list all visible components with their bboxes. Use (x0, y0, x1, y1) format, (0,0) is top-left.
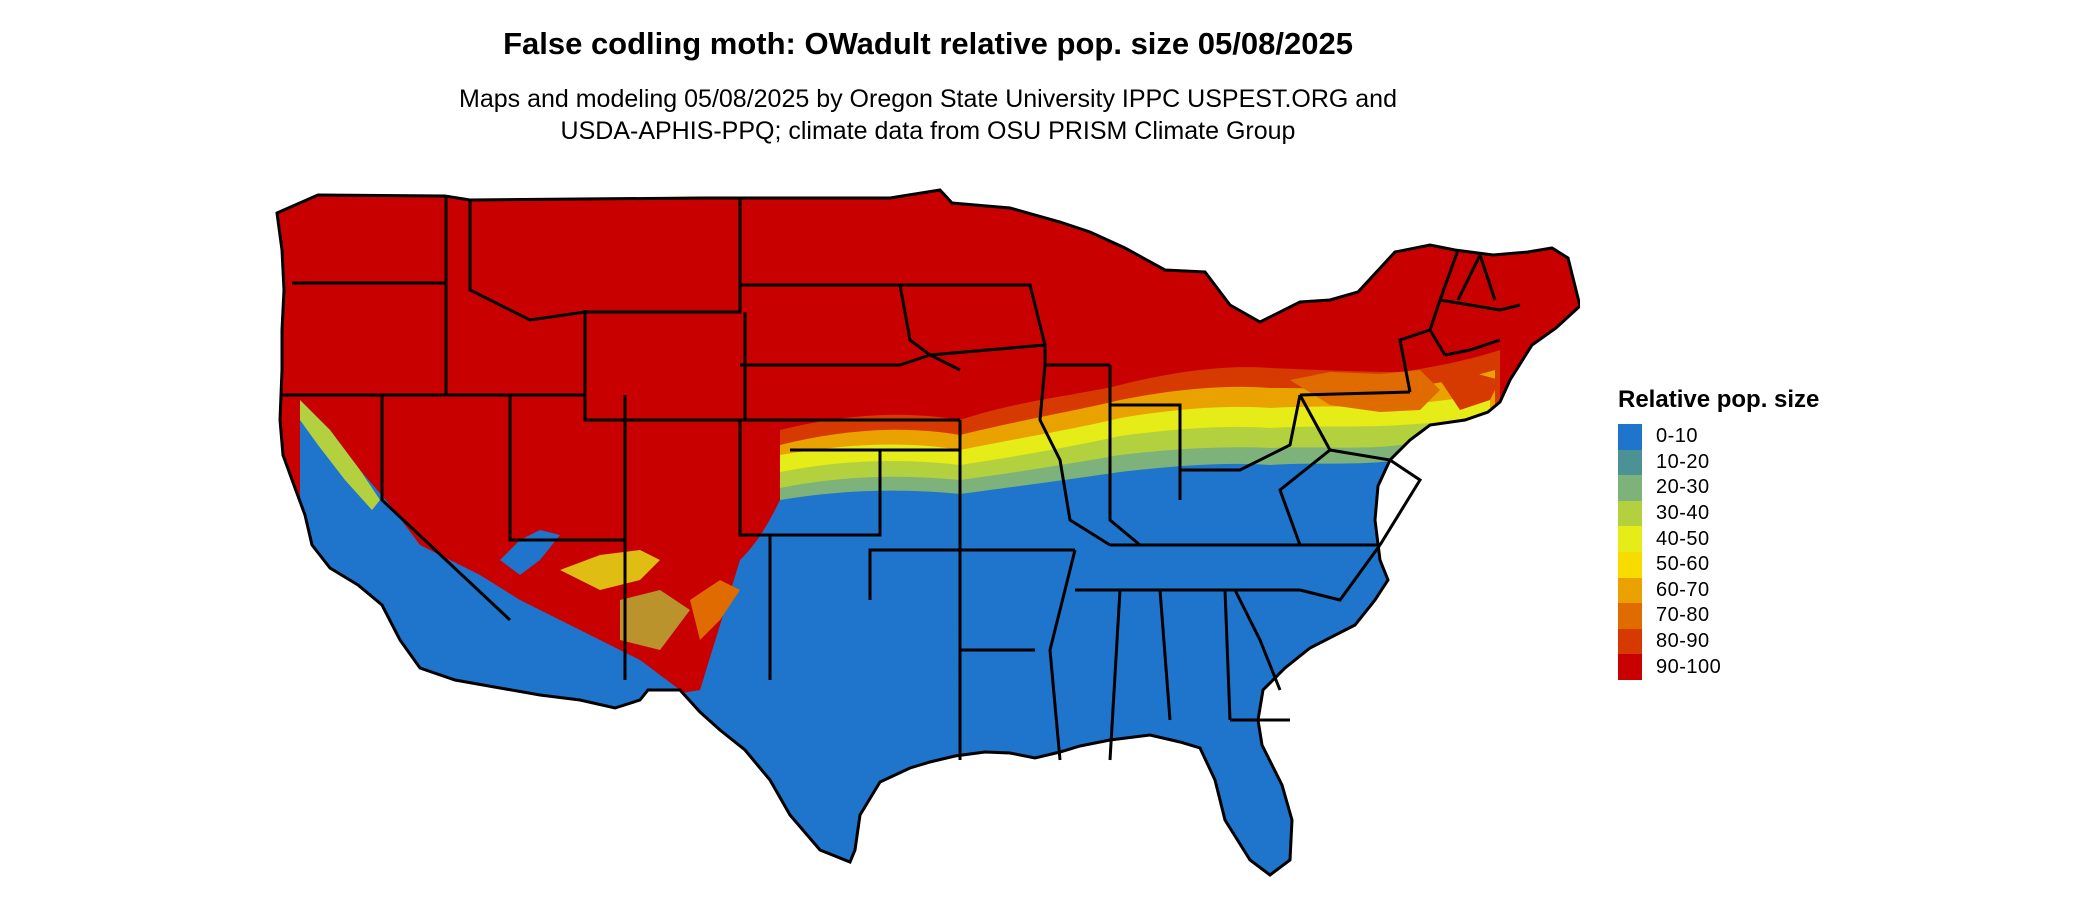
legend-label: 0-10 (1656, 425, 1699, 448)
legend-item: 70-80 (1618, 603, 1819, 629)
legend-item: 60-70 (1618, 577, 1819, 604)
legend-label: 10-20 (1656, 450, 1710, 473)
legend-item: 80-90 (1618, 628, 1819, 655)
legend-label: 50-60 (1656, 553, 1710, 576)
legend-title: Relative pop. size (1618, 386, 1820, 413)
subtitle-line-1: Maps and modeling 05/08/2025 by Oregon S… (459, 85, 1397, 113)
legend-swatch (1618, 500, 1642, 527)
state-borders (275, 188, 1580, 877)
legend-item: 50-60 (1618, 551, 1819, 578)
legend-item: 10-20 (1618, 449, 1819, 476)
legend-label: 40-50 (1656, 527, 1710, 550)
legend: Relative pop. size 0-10 10-20 20-30 30-4… (1618, 386, 1819, 680)
legend-label: 80-90 (1656, 630, 1710, 653)
legend-item: 90-100 (1618, 654, 1819, 680)
legend-swatch (1618, 526, 1642, 552)
legend-swatch (1618, 424, 1642, 450)
legend-item: 40-50 (1618, 526, 1819, 552)
legend-swatch (1618, 551, 1642, 578)
legend-item: 0-10 (1618, 424, 1819, 450)
legend-swatch (1618, 475, 1642, 501)
legend-swatch (1618, 654, 1642, 680)
subtitle-line-2: USDA-APHIS-PPQ; climate data from OSU PR… (560, 117, 1296, 145)
legend-swatch (1618, 577, 1642, 604)
legend-label: 90-100 (1656, 655, 1722, 678)
legend-label: 70-80 (1656, 604, 1710, 627)
us-map (275, 188, 1580, 877)
map-subtitle: Maps and modeling 05/08/2025 by Oregon S… (0, 83, 1856, 147)
legend-item: 30-40 (1618, 500, 1819, 527)
legend-label: 60-70 (1656, 578, 1710, 601)
legend-item: 20-30 (1618, 475, 1819, 501)
legend-swatch (1618, 449, 1642, 476)
map-title: False codling moth: OWadult relative pop… (503, 26, 1353, 61)
legend-label: 20-30 (1656, 476, 1710, 499)
legend-swatch (1618, 603, 1642, 629)
legend-label: 30-40 (1656, 502, 1710, 525)
legend-swatch (1618, 628, 1642, 655)
